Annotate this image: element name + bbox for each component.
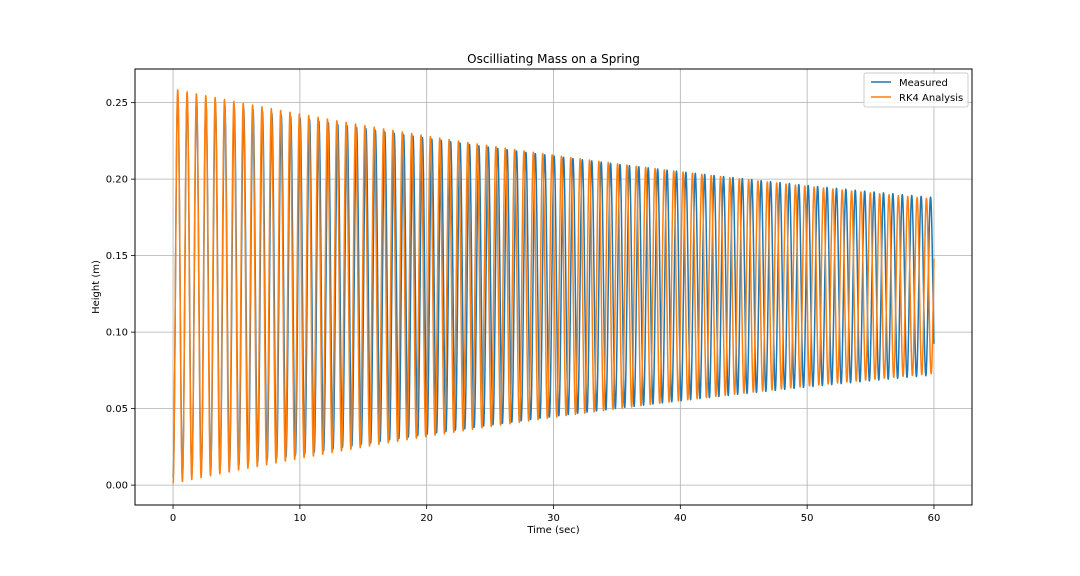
x-axis-title: Time (sec) (526, 525, 579, 536)
x-tick-label: 0 (170, 513, 176, 524)
x-tick-label: 30 (547, 513, 560, 524)
y-tick-label: 0.20 (106, 175, 128, 186)
legend: Measured RK4 Analysis (863, 72, 969, 108)
y-tick-label: 0.15 (106, 251, 128, 262)
x-tick-label: 20 (420, 513, 433, 524)
series-layer (172, 89, 935, 484)
legend-label-rk4: RK4 Analysis (899, 93, 963, 104)
x-tick-label: 40 (674, 513, 687, 524)
y-tick-label: 0.10 (106, 328, 128, 339)
legend-label-measured: Measured (899, 78, 948, 89)
chart-title: Oscilliating Mass on a Spring (467, 52, 640, 66)
tick-layer: 0 10 20 30 40 50 60 0.00 0.05 0.10 0.15 0.20 0.25 (106, 98, 941, 524)
y-tick-label: 0.25 (106, 98, 128, 109)
x-tick-label: 50 (801, 513, 814, 524)
y-axis-title: Height (m) (91, 260, 102, 314)
y-tick-label: 0.00 (106, 481, 128, 492)
series-line-rk4-analysis (172, 89, 935, 484)
y-tick-label: 0.05 (106, 404, 128, 415)
x-tick-label: 10 (293, 513, 306, 524)
x-tick-label: 60 (928, 513, 941, 524)
